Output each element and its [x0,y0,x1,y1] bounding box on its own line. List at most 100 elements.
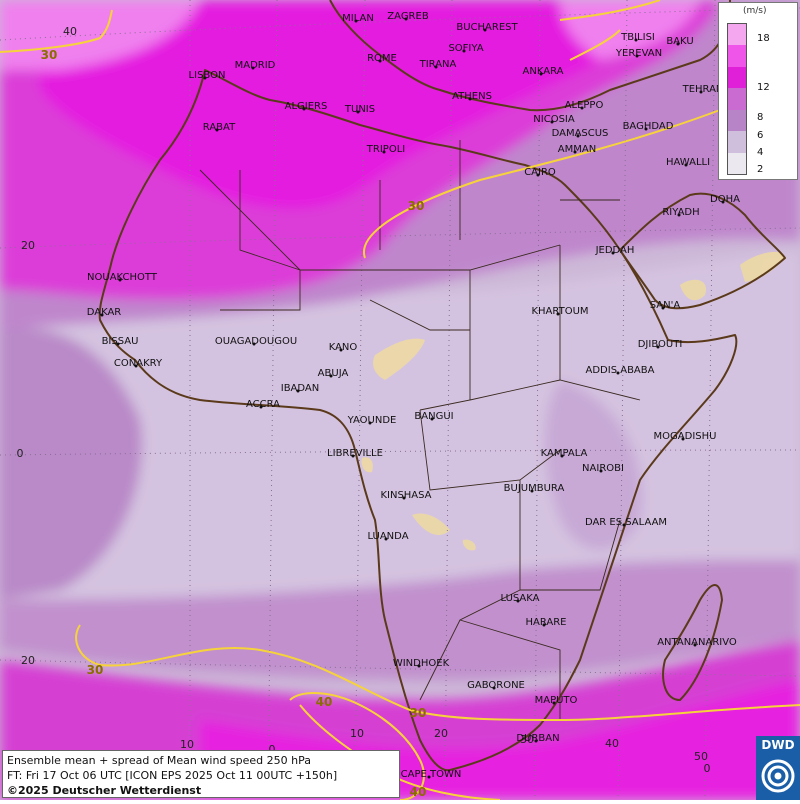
city-label: KINSHASA [380,490,431,501]
city-label: ABUJA [318,368,349,379]
city-label: YEREVAN [615,48,662,59]
city-marker [611,251,615,255]
city-label: OUAGADOUGOU [215,336,297,347]
legend-tick-label: 2 [757,164,764,175]
legend-tick-label: 4 [757,147,764,158]
city-label: MADRID [235,60,276,71]
latitude-label: 20 [21,239,35,252]
city-label: HAWALLI [666,157,710,168]
city-label: DOHA [710,194,740,205]
city-marker [302,107,306,111]
city-label: LUANDA [367,531,408,542]
city-marker [542,623,546,627]
city-label: LISBON [189,70,226,81]
latitude-label: 20 [21,654,35,667]
city-marker [599,469,603,473]
city-label: KAMPALA [541,448,588,459]
city-marker [635,54,639,58]
city-label: SAN'A [650,300,681,311]
city-label: MAPUTO [535,695,578,706]
city-marker [215,128,219,132]
legend-color-segment [728,152,746,174]
longitude-label: 0 [704,762,711,775]
isotach-label: 30 [410,706,427,720]
city-marker [560,454,564,458]
isotach-label: 30 [408,199,425,213]
city-marker [550,120,554,124]
city-marker [693,643,697,647]
legend-color-segment [728,109,746,132]
city-label: RABAT [203,122,236,133]
city-marker [516,599,520,603]
city-marker [684,163,688,167]
city-label: WINDHOEK [393,658,450,669]
longitude-label: 10 [180,738,194,751]
city-label: ALGIERS [285,101,328,112]
legend-color-segment [728,88,746,110]
city-label: ACCRA [246,399,280,410]
city-label: TBILISI [620,32,655,43]
isotach-label: 40 [316,695,333,709]
city-label: DURBAN [516,733,559,744]
city-marker [402,496,406,500]
city-marker [661,306,665,310]
city-label: SOFIYA [448,43,483,54]
city-marker [430,417,434,421]
city-label: TIRANA [419,59,457,70]
city-label: ADDIS ABABA [586,365,655,376]
city-label: ZAGREB [387,11,429,22]
city-marker [296,389,300,393]
city-label: DAR ES SALAAM [585,517,667,528]
city-label: TRIPOLI [366,144,405,155]
city-marker [676,42,680,46]
city-marker [656,345,660,349]
legend-color-segment [728,45,746,67]
city-marker [634,38,638,42]
city-marker [417,664,421,668]
longitude-label: 20 [434,727,448,740]
dwd-swirl-icon [761,759,795,793]
city-marker [100,313,104,317]
city-marker [118,278,122,282]
city-label: RIYADH [662,207,699,218]
city-label: NOUAKCHOTT [87,272,158,283]
city-marker [699,90,703,94]
city-marker [382,150,386,154]
city-label: ATHENS [452,91,492,102]
coastlines [98,0,786,772]
legend-tick-label: 12 [757,82,770,93]
legend-colorbar [727,23,747,175]
city-marker [252,342,256,346]
city-marker [580,106,584,110]
city-label: KANO [329,342,358,353]
city-label: MILAN [342,13,374,24]
city-label: CONAKRY [114,358,163,369]
city-label: YAOUNDE [347,415,397,426]
legend-tick-label: 6 [757,130,764,141]
city-marker [427,775,431,779]
city-marker [354,19,358,23]
city-label: BANGUI [414,411,453,422]
city-label: HARARE [525,617,566,628]
city-label: GABORONE [467,680,525,691]
city-marker [404,17,408,21]
legend-color-segment [728,131,746,153]
city-label: BISSAU [102,336,139,347]
latitude-label: 0 [17,447,24,460]
city-marker [468,97,472,101]
city-marker [556,312,560,316]
city-marker [384,537,388,541]
city-marker [644,127,648,131]
city-marker [536,173,540,177]
city-marker [339,348,343,352]
city-marker [259,405,263,409]
borders [199,140,641,720]
city-label: ALEPPO [565,100,604,111]
city-marker [677,213,681,217]
isotach-label: 40 [410,785,427,799]
legend-unit: (m/s) [743,6,767,16]
city-marker [534,739,538,743]
city-marker [681,437,685,441]
